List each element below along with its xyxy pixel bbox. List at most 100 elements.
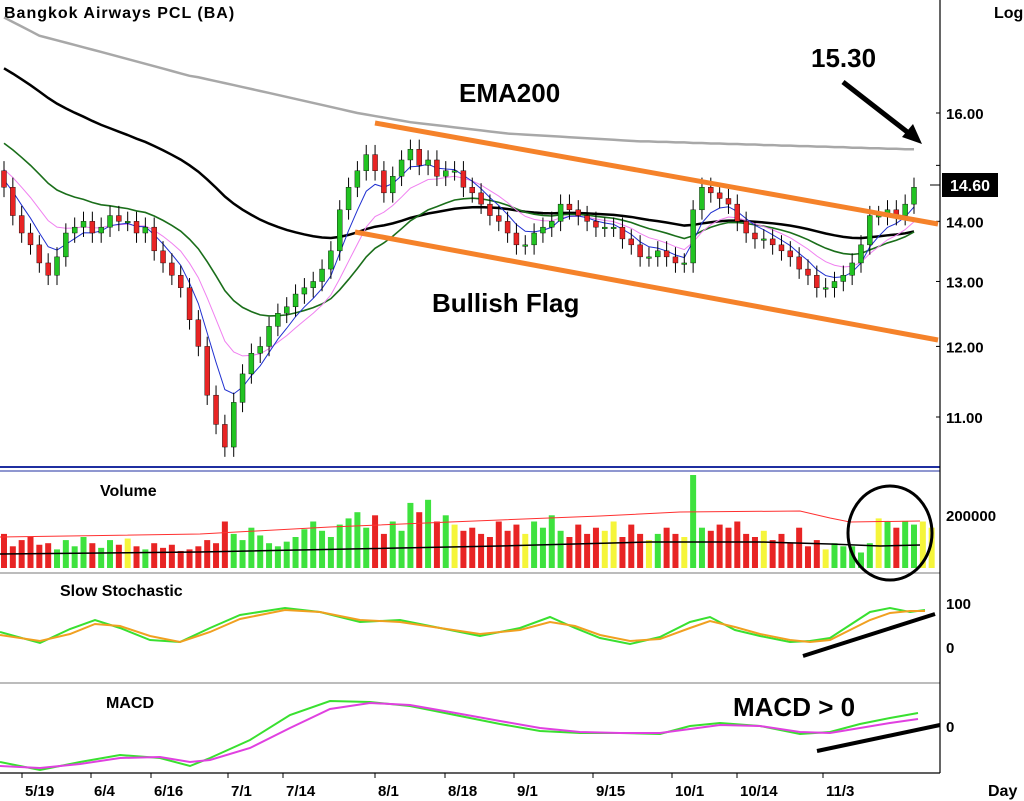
price-axis: 16.00 14.00 13.00 12.00 11.00 [936,106,984,427]
volume-bar [213,543,220,568]
price-tick-label: 16.00 [946,106,984,123]
date-tick-label: 9/1 [517,783,538,800]
candle-body [867,215,873,246]
candle-body [655,250,661,258]
volume-bar [690,475,697,568]
candle-body [319,268,325,282]
target-arrow [841,80,922,144]
volume-bar [195,546,202,568]
candle-body [628,238,634,246]
date-tick-label: 7/1 [231,783,252,800]
candle-body [708,187,714,194]
flag-upper-line [374,120,939,227]
volume-bar [45,543,52,568]
volume-bar [796,527,803,568]
volume-bar [804,546,811,568]
volume-bar [177,550,184,568]
volume-bar [893,527,900,568]
volume-bar [760,530,767,568]
price-tick-label: 14.00 [946,214,984,231]
candle-body [840,275,847,282]
volume-bar [248,527,255,568]
date-tick-label: 11/3 [826,783,854,800]
candle-body [549,221,555,228]
candle-body [487,203,493,216]
volume-bar [460,530,467,568]
volume-avg-red [0,510,921,538]
candlesticks [1,139,917,457]
volume-bar [9,546,16,568]
volume-bar [681,537,688,568]
candle-body [911,187,917,205]
volume-bar [89,543,96,568]
volume-bar [743,533,750,568]
candle-body [769,238,776,246]
volume-bar [628,524,635,568]
candle-body [89,221,96,234]
candle-body [663,250,670,258]
volume-bar [398,530,405,568]
candle-body [778,244,785,252]
volume-bar [160,547,167,568]
candle-body [372,154,378,171]
volume-avg-black [0,541,921,555]
date-tick-label: 8/18 [448,783,477,800]
candle-body [593,221,599,228]
price-tick-label: 12.00 [946,339,984,356]
candle-body [80,221,87,228]
candle-body [1,170,7,188]
volume-bar [425,499,432,568]
candle-body [469,187,475,194]
volume-bar [372,515,379,568]
chart-title: Bangkok Airways PCL (BA) [4,5,235,22]
candle-body [27,232,34,246]
candle-body [275,313,281,327]
candle-body [610,226,617,229]
candle-body [310,281,316,288]
volume-bar [857,552,864,568]
candle-body [443,170,449,177]
volume-highlight-circle [846,484,934,582]
candle-body [849,262,855,276]
candle-body [124,221,131,224]
candle-body [646,256,652,259]
volume-bar [822,549,829,568]
date-tick-label: 10/1 [675,783,704,800]
target-annotation: 15.30 [811,43,876,73]
candle-body [195,319,202,347]
candle-body [71,226,78,234]
volume-bar [168,544,175,568]
volume-bar [442,515,449,568]
volume-bar [221,521,228,568]
candle-body [619,226,626,240]
candle-body [328,250,334,270]
volume-bar [698,527,705,568]
candle-body [407,149,414,161]
candle-body [584,215,590,222]
volume-bar [875,518,882,568]
date-tick-label: 9/15 [596,783,625,800]
volume-bar [707,530,714,568]
volume-bar [566,537,573,568]
candle-body [133,221,140,234]
stochastic-d-line [0,608,925,644]
volume-bar [416,512,423,568]
volume-bar [522,533,529,568]
date-tick-label: 5/19 [25,783,54,800]
volume-bar [345,518,352,568]
volume-axis-tick: 200000 [946,508,996,525]
candle-body [345,187,352,211]
volume-bar [389,521,396,568]
volume-bar [725,527,732,568]
candle-body [858,244,864,264]
candle-body [725,198,732,205]
macd-axis-tick-0: 0 [946,719,954,736]
stochastic-trend-line [802,612,936,658]
volume-bar [548,515,555,568]
candle-body [398,159,405,177]
candle-body [752,232,758,240]
candle-body [822,287,829,290]
candle-body [796,256,802,270]
volume-panel-label: Volume [100,483,157,500]
price-tick-label: 13.00 [946,274,984,291]
